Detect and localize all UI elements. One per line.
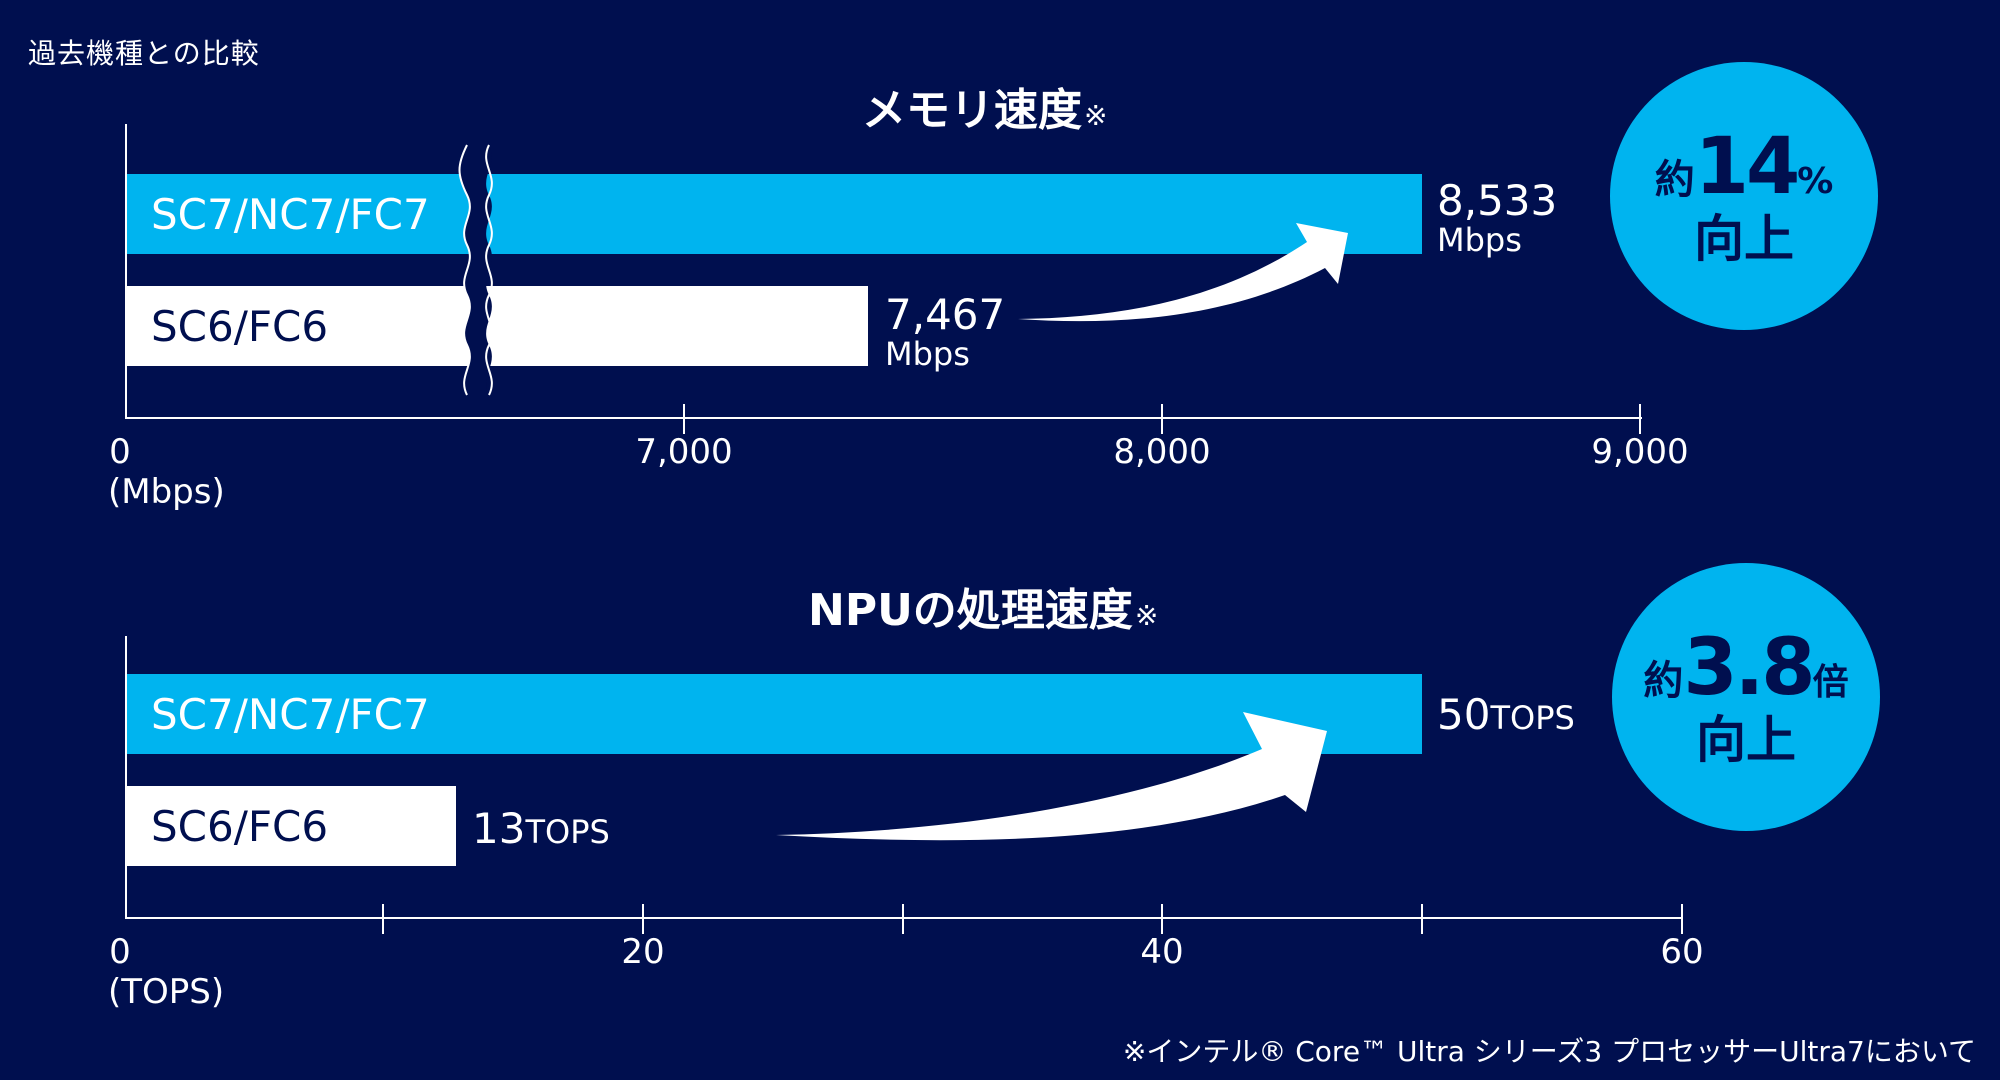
memory-value-old: 7,467 Mbps	[885, 290, 1006, 373]
npu-bar-old: SC6/FC6	[127, 786, 456, 866]
npu-tick-20	[642, 904, 644, 934]
npu-chart-title: NPUの処理速度※	[808, 574, 1158, 638]
memory-tick-9000	[1639, 404, 1641, 434]
memory-bar-old-label: SC6/FC6	[151, 301, 329, 351]
npu-improvement-badge: 約 3.8 倍 向上	[1612, 563, 1880, 831]
memory-title-text: メモリ速度	[862, 85, 1082, 136]
npu-badge-suffix: 倍	[1812, 662, 1849, 703]
npu-value-new-unit: TOPS	[1490, 699, 1575, 737]
memory-y-axis	[125, 124, 127, 419]
memory-tick-7000	[683, 404, 685, 434]
npu-bar-old-label: SC6/FC6	[151, 801, 329, 851]
footnote: ※インテル® Core™ Ultra シリーズ3 プロセッサーUltra7におい…	[1122, 1035, 1976, 1068]
memory-tick-label-7000: 7,000	[635, 432, 733, 472]
npu-tick-60	[1681, 904, 1683, 934]
memory-value-new: 8,533 Mbps	[1437, 176, 1558, 259]
npu-badge-line2: 向上	[1696, 711, 1796, 769]
npu-x-axis	[125, 917, 1683, 919]
memory-improvement-badge: 約 14% 向上	[1610, 62, 1878, 330]
npu-tick-label-40: 40	[1140, 932, 1184, 972]
memory-bar-old: SC6/FC6	[127, 286, 868, 366]
memory-x-axis	[125, 417, 1642, 419]
npu-title-note: ※	[1134, 599, 1159, 632]
memory-tick-8000	[1161, 404, 1163, 434]
memory-badge-prefix: 約	[1654, 157, 1695, 203]
npu-value-new-number: 50	[1437, 690, 1491, 739]
npu-tick-label-0: 0	[109, 932, 131, 972]
npu-y-axis	[125, 636, 127, 919]
memory-title-note: ※	[1084, 99, 1108, 132]
memory-axis-unit: (Mbps)	[108, 472, 225, 512]
axis-break-icon	[458, 144, 493, 396]
npu-badge-prefix: 約	[1643, 658, 1684, 704]
memory-value-old-number: 7,467	[885, 290, 1006, 339]
memory-badge-suffix: %	[1797, 161, 1834, 202]
npu-value-old-unit: TOPS	[525, 813, 610, 851]
npu-axis-unit: (TOPS)	[108, 972, 225, 1012]
npu-tick-50	[1421, 904, 1423, 934]
npu-tick-30	[902, 904, 904, 934]
memory-badge-line2: 向上	[1694, 210, 1794, 268]
npu-bar-new-label: SC7/NC7/FC7	[151, 689, 430, 739]
npu-tick-40	[1161, 904, 1163, 934]
npu-tick-label-60: 60	[1660, 932, 1704, 972]
npu-bar-new: SC7/NC7/FC7	[127, 674, 1422, 754]
npu-value-old: 13TOPS	[472, 808, 610, 850]
page-heading: 過去機種との比較	[28, 37, 260, 70]
memory-value-new-unit: Mbps	[1437, 221, 1522, 259]
memory-bar-new: SC7/NC7/FC7	[127, 174, 1422, 254]
memory-bar-new-label: SC7/NC7/FC7	[151, 189, 430, 239]
memory-tick-label-0: 0	[109, 432, 131, 472]
npu-tick-label-20: 20	[621, 932, 665, 972]
npu-tick-10	[382, 904, 384, 934]
memory-tick-label-9000: 9,000	[1591, 432, 1689, 472]
npu-title-text: NPUの処理速度	[808, 585, 1133, 636]
memory-chart-title: メモリ速度※	[862, 74, 1107, 138]
memory-value-new-number: 8,533	[1437, 176, 1558, 225]
npu-value-new: 50TOPS	[1437, 694, 1575, 736]
memory-tick-label-8000: 8,000	[1113, 432, 1211, 472]
memory-value-old-unit: Mbps	[885, 335, 970, 373]
npu-badge-number: 3.8	[1683, 623, 1815, 713]
npu-value-old-number: 13	[472, 804, 526, 853]
memory-badge-number: 14	[1694, 122, 1801, 212]
